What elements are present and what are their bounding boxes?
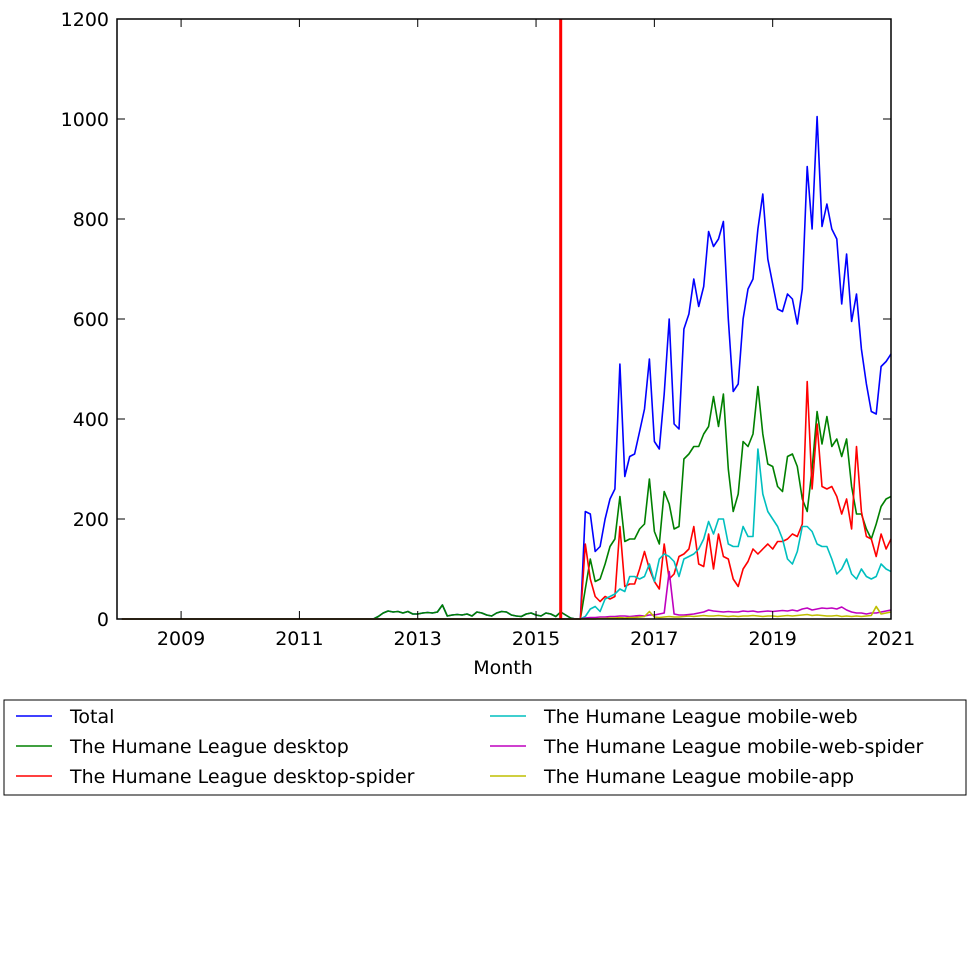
y-tick-label: 1200 [61,9,109,31]
series-line-4 [121,570,892,620]
x-tick-label: 2009 [157,628,205,650]
y-tick-label: 1000 [61,109,109,131]
y-tick-label: 200 [73,509,109,531]
x-tick-label: 2015 [512,628,560,650]
legend-label-5: The Humane League mobile-app [543,766,854,788]
x-tick-label: 2013 [394,628,442,650]
x-tick-label: 2017 [630,628,678,650]
legend: Total The Humane League desktop The Humane… [3,699,967,796]
x-tick-label: 2019 [749,628,797,650]
y-tick-label: 800 [73,209,109,231]
tick-layer: 0 200 400 600 800 1000 1200 2009 2011 2013 2015 201… [61,9,916,650]
legend-label-1: The Humane League desktop [69,736,349,758]
x-axis-label: Month [473,657,533,679]
series-line-3 [121,448,892,620]
legend-label-3: The Humane League mobile-web [543,706,858,728]
y-tick-label: 400 [73,409,109,431]
series-line-5 [121,605,892,620]
legend-label-0: Total [69,706,114,728]
x-tick-label: 2021 [867,628,915,650]
legend-frame [3,699,967,796]
x-tick-label: 2011 [275,628,323,650]
legend-label-4: The Humane League mobile-web-spider [543,736,923,758]
legend-label-2: The Humane League desktop-spider [69,766,415,788]
y-tick-label: 600 [73,309,109,331]
y-tick-label: 0 [97,609,109,631]
series-line-2 [121,380,892,620]
